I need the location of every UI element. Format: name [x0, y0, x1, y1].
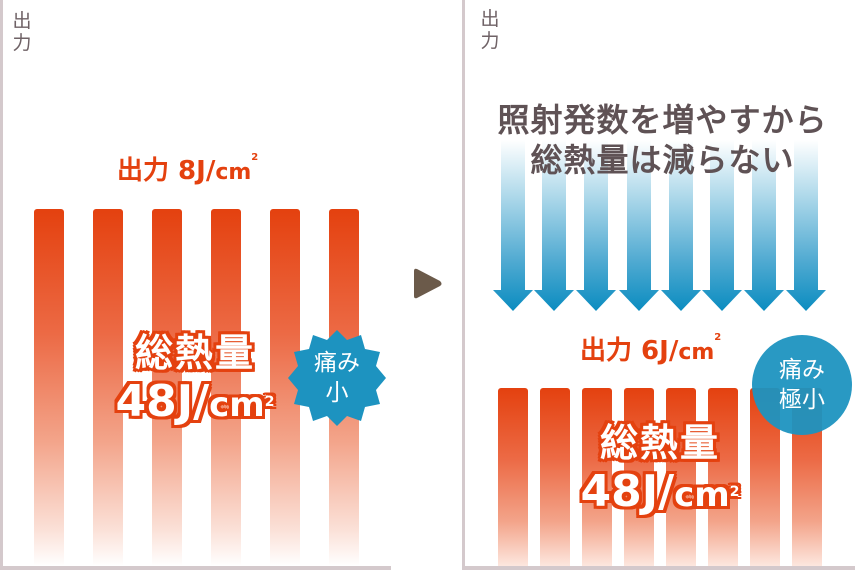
y-axis-label: 出力	[12, 10, 32, 54]
pulse-bar	[540, 388, 570, 566]
pulse-bar	[708, 388, 738, 566]
x-axis-line	[462, 566, 855, 570]
left-panel: 出力 出力 8J/cm2 総熱量 48J/cm2 痛み小	[0, 0, 395, 570]
right-panel: 出力	[462, 0, 855, 570]
y-axis-line	[462, 0, 465, 570]
caption: 照射発数を増やすから 総熱量は減らない	[470, 100, 855, 180]
pulse-bar	[152, 209, 182, 566]
pain-badge: 痛み 極小	[752, 335, 852, 435]
caption-line-2: 総熱量は減らない	[530, 141, 795, 179]
output-level-label: 出力 8J/cm2	[117, 152, 259, 186]
total-heat-label: 総熱量 48J/cm2	[580, 420, 740, 521]
total-heat-title: 総熱量	[134, 331, 255, 375]
pulse-bar	[34, 209, 64, 566]
down-arrow-icon	[534, 140, 574, 311]
down-arrows-group	[493, 140, 826, 311]
total-heat-value: 48J/cm2	[115, 376, 275, 427]
down-arrow-icon	[619, 140, 659, 311]
down-arrow-icon	[744, 140, 784, 311]
down-arrow-icon	[786, 140, 826, 311]
down-arrow-icon	[576, 140, 616, 311]
play-triangle-icon	[414, 268, 442, 299]
down-arrow-icon	[702, 140, 742, 311]
down-arrow-icon	[493, 140, 533, 311]
pulse-bar	[666, 388, 696, 566]
pulse-bar	[624, 388, 654, 566]
pulse-bar	[93, 209, 123, 566]
pulse-bar	[211, 209, 241, 566]
pulse-bar	[582, 388, 612, 566]
total-heat-value: 48J/cm2	[580, 466, 740, 517]
output-level-label: 出力 6J/cm2	[580, 332, 722, 366]
pulse-bar	[270, 209, 300, 566]
total-heat-label: 総熱量 48J/cm2	[115, 330, 275, 431]
pain-badge-starburst-icon	[288, 330, 386, 426]
y-axis-line	[0, 0, 3, 570]
total-heat-title: 総熱量	[599, 421, 720, 465]
y-axis-label: 出力	[480, 8, 500, 52]
pulse-bar	[498, 388, 528, 566]
down-arrow-icon	[661, 140, 701, 311]
x-axis-line	[0, 566, 391, 570]
pain-badge: 痛み小	[314, 350, 360, 406]
caption-line-1: 照射発数を増やすから	[497, 101, 828, 139]
